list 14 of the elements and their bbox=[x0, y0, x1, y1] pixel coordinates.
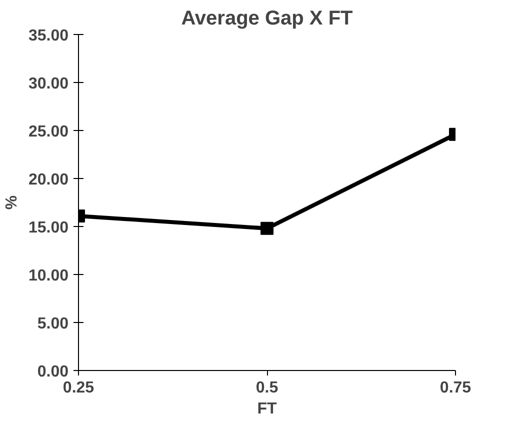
y-tick-label: 35.00 bbox=[28, 28, 69, 44]
y-tick-label: 20.00 bbox=[28, 172, 69, 188]
y-tick-label: 10.00 bbox=[28, 268, 69, 284]
y-tick-label: 30.00 bbox=[28, 76, 69, 92]
y-tick-label: 5.00 bbox=[37, 316, 69, 332]
y-tick-label: 0.00 bbox=[37, 364, 69, 380]
chart-title: Average Gap X FT bbox=[181, 8, 353, 30]
y-axis-title: % bbox=[3, 195, 20, 210]
x-tick-label: 0.5 bbox=[256, 380, 278, 396]
y-tick-label: 25.00 bbox=[28, 124, 69, 140]
x-tick-label: 0.25 bbox=[62, 380, 94, 396]
y-tick-label: 15.00 bbox=[28, 220, 69, 236]
x-axis-title: FT bbox=[257, 400, 277, 418]
x-tick-label: 0.75 bbox=[440, 380, 472, 396]
